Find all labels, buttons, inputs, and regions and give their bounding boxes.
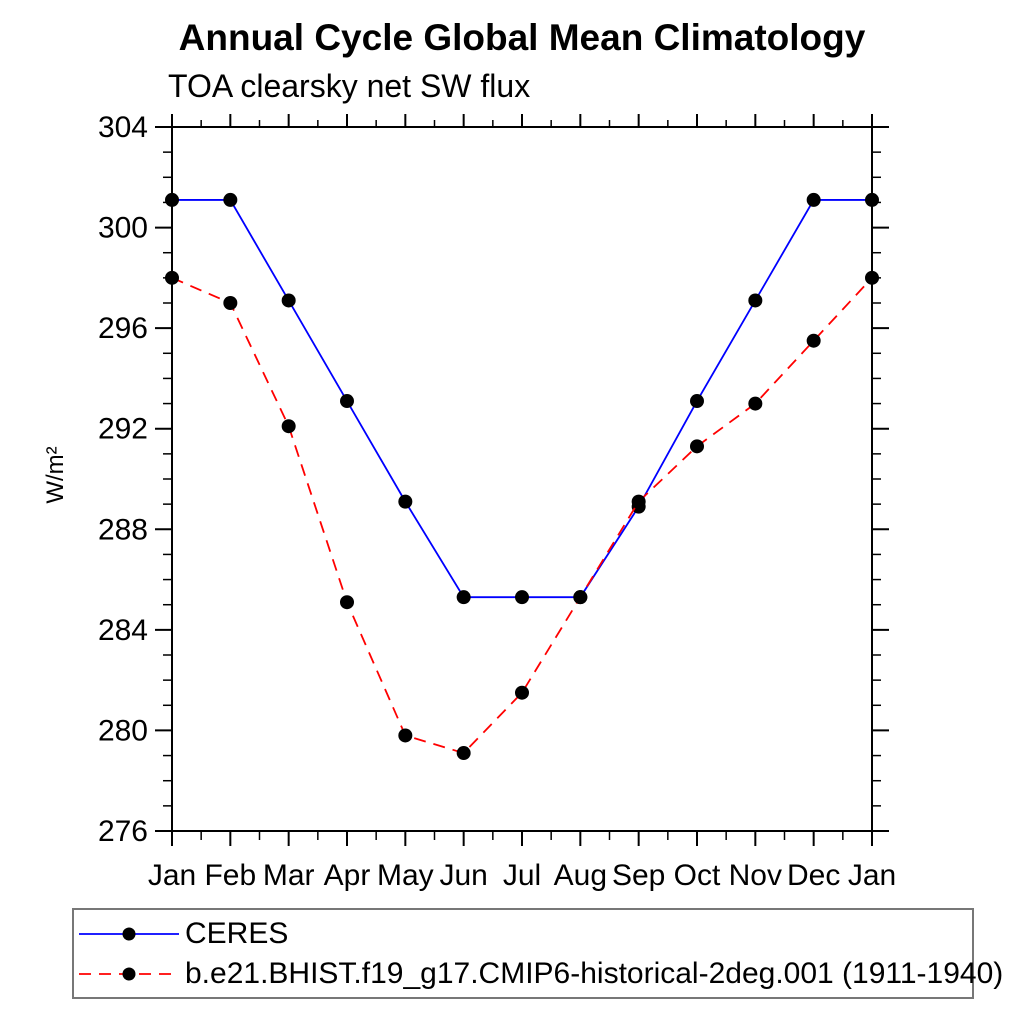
svg-text:Mar: Mar (263, 859, 315, 892)
legend-line-sample-model (79, 967, 179, 980)
svg-text:280: 280 (98, 714, 148, 747)
svg-text:Jun: Jun (439, 859, 487, 892)
chart-title: Annual Cycle Global Mean Climatology (178, 17, 866, 58)
svg-text:292: 292 (98, 413, 148, 446)
svg-text:296: 296 (98, 312, 148, 345)
svg-text:Jan: Jan (848, 859, 896, 892)
svg-text:Jul: Jul (503, 859, 541, 892)
svg-text:Dec: Dec (787, 859, 840, 892)
svg-text:284: 284 (98, 614, 148, 647)
svg-text:Jan: Jan (148, 859, 196, 892)
legend-entry-model: b.e21.BHIST.f19_g17.CMIP6-historical-2de… (77, 954, 1003, 994)
svg-text:300: 300 (98, 212, 148, 245)
svg-text:Apr: Apr (324, 859, 371, 892)
svg-text:May: May (377, 859, 434, 892)
legend-label-model: b.e21.BHIST.f19_g17.CMIP6-historical-2de… (185, 956, 1004, 990)
legend: CERES b.e21.BHIST.f19_g17.CMIP6-historic… (72, 908, 1003, 999)
legend-line-sample-ceres (79, 927, 179, 940)
svg-text:304: 304 (98, 111, 148, 144)
svg-text:Oct: Oct (674, 859, 721, 892)
legend-entry-ceres: CERES (77, 914, 972, 954)
svg-text:276: 276 (98, 815, 148, 848)
svg-text:Feb: Feb (204, 859, 256, 892)
svg-text:Sep: Sep (612, 859, 665, 892)
chart-subtitle: TOA clearsky net SW flux (168, 68, 531, 104)
svg-text:Nov: Nov (729, 859, 782, 892)
legend-label-ceres: CERES (185, 916, 289, 950)
svg-text:288: 288 (98, 513, 148, 546)
svg-text:Aug: Aug (554, 859, 607, 892)
